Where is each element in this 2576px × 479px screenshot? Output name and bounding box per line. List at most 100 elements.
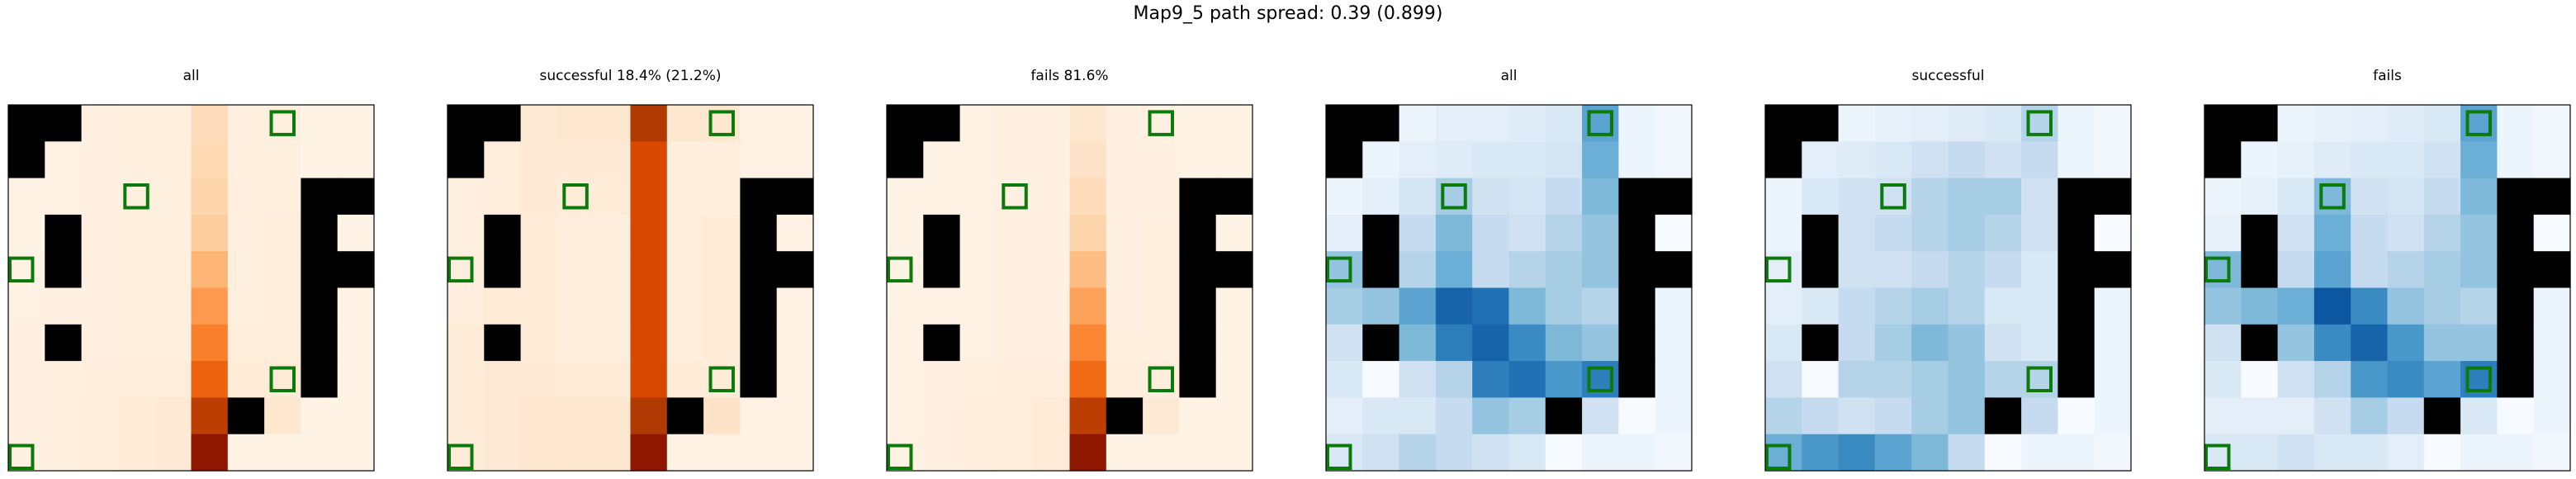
heat-cell xyxy=(1179,397,1217,435)
heat-cell xyxy=(154,361,192,398)
heat-cell xyxy=(520,105,558,142)
heat-cell xyxy=(337,287,375,325)
goal-marker xyxy=(2319,183,2346,210)
heat-cell xyxy=(1948,397,1986,435)
obstacle-cell xyxy=(1802,324,1840,362)
obstacle-cell xyxy=(447,141,485,179)
heat-cell xyxy=(594,287,632,325)
heat-cell xyxy=(1033,324,1071,362)
heat-cell xyxy=(996,251,1034,289)
obstacle-cell xyxy=(8,105,45,142)
heat-cell xyxy=(1948,214,1986,252)
heat-cell xyxy=(996,214,1034,252)
obstacle-cell xyxy=(2497,178,2535,216)
heat-cell xyxy=(666,324,704,362)
goal-marker xyxy=(708,110,735,136)
heat-cell xyxy=(1582,141,1619,179)
obstacle-cell xyxy=(2497,287,2535,325)
heat-cell xyxy=(1765,287,1802,325)
obstacle-cell xyxy=(740,251,778,289)
heat-cell xyxy=(447,178,485,216)
heat-cell xyxy=(2241,397,2279,435)
heat-cell xyxy=(1472,361,1510,398)
heat-cell xyxy=(1582,434,1619,472)
obstacle-cell xyxy=(2241,251,2279,289)
heat-cell xyxy=(2021,178,2058,216)
heat-cell xyxy=(2387,214,2425,252)
heat-cell xyxy=(887,324,924,362)
heat-cell xyxy=(1362,287,1400,325)
obstacle-cell xyxy=(1179,251,1217,289)
obstacle-cell xyxy=(1655,178,1693,216)
heat-cell xyxy=(1069,105,1107,142)
heat-cell xyxy=(45,287,83,325)
goal-marker xyxy=(708,366,735,392)
heat-cell xyxy=(191,434,229,472)
obstacle-cell xyxy=(2057,361,2095,398)
figure-suptitle: Map9_5 path spread: 0.39 (0.899) xyxy=(1133,3,1443,24)
heat-cell xyxy=(996,434,1034,472)
heat-cell xyxy=(2387,287,2425,325)
heat-cell xyxy=(1582,251,1619,289)
heat-cell xyxy=(1143,178,1180,216)
heat-cell xyxy=(2351,141,2389,179)
heat-cell xyxy=(1984,251,2022,289)
obstacle-cell xyxy=(740,324,778,362)
heat-cell xyxy=(1655,287,1693,325)
heat-cell xyxy=(556,141,594,179)
heat-cell xyxy=(2423,251,2461,289)
heat-cell xyxy=(630,105,668,142)
goal-marker xyxy=(1441,183,1467,210)
heat-cell xyxy=(630,251,668,289)
heat-cell xyxy=(1362,178,1400,216)
heat-cell xyxy=(301,141,339,179)
heat-cell xyxy=(1765,178,1802,216)
heat-cell xyxy=(776,105,814,142)
heat-cell xyxy=(703,287,741,325)
heat-cell xyxy=(959,105,997,142)
obstacle-cell xyxy=(484,324,522,362)
heat-cell xyxy=(2460,178,2498,216)
heat-cell xyxy=(887,178,924,216)
heat-cell xyxy=(1106,251,1144,289)
heat-cell xyxy=(556,324,594,362)
obstacle-cell xyxy=(1179,324,1217,362)
heat-cell xyxy=(2313,434,2351,472)
obstacle-cell xyxy=(1179,214,1217,252)
heat-cell xyxy=(630,287,668,325)
heat-cell xyxy=(1948,324,1986,362)
heat-cell xyxy=(1838,105,1876,142)
heat-cell xyxy=(1179,105,1217,142)
heat-cell xyxy=(1472,214,1510,252)
heat-cell xyxy=(1362,397,1400,435)
heat-cell xyxy=(191,214,229,252)
heat-cell xyxy=(227,105,265,142)
heat-cell xyxy=(1765,214,1802,252)
axes-frame xyxy=(1764,104,2132,472)
heat-cell xyxy=(776,397,814,435)
panel-title: all xyxy=(183,68,200,84)
heat-cell xyxy=(1582,214,1619,252)
heat-cell xyxy=(1326,324,1363,362)
heat-cell xyxy=(666,434,704,472)
heat-cell xyxy=(959,397,997,435)
heat-cell xyxy=(1143,397,1180,435)
heat-cell xyxy=(2241,178,2279,216)
heat-cell xyxy=(1069,214,1107,252)
heat-cell xyxy=(1215,397,1253,435)
heat-cell xyxy=(117,287,155,325)
heat-cell xyxy=(81,324,119,362)
heat-cell xyxy=(2241,287,2279,325)
heat-cell xyxy=(154,324,192,362)
heat-cell xyxy=(666,214,704,252)
heat-cell xyxy=(264,397,301,435)
obstacle-cell xyxy=(2057,287,2095,325)
heat-cell xyxy=(630,324,668,362)
heat-cell xyxy=(740,434,778,472)
heat-cell xyxy=(1802,287,1840,325)
heat-cell xyxy=(1362,434,1400,472)
heat-cell xyxy=(703,214,741,252)
heat-cell xyxy=(1911,105,1949,142)
heat-cell xyxy=(2533,287,2571,325)
